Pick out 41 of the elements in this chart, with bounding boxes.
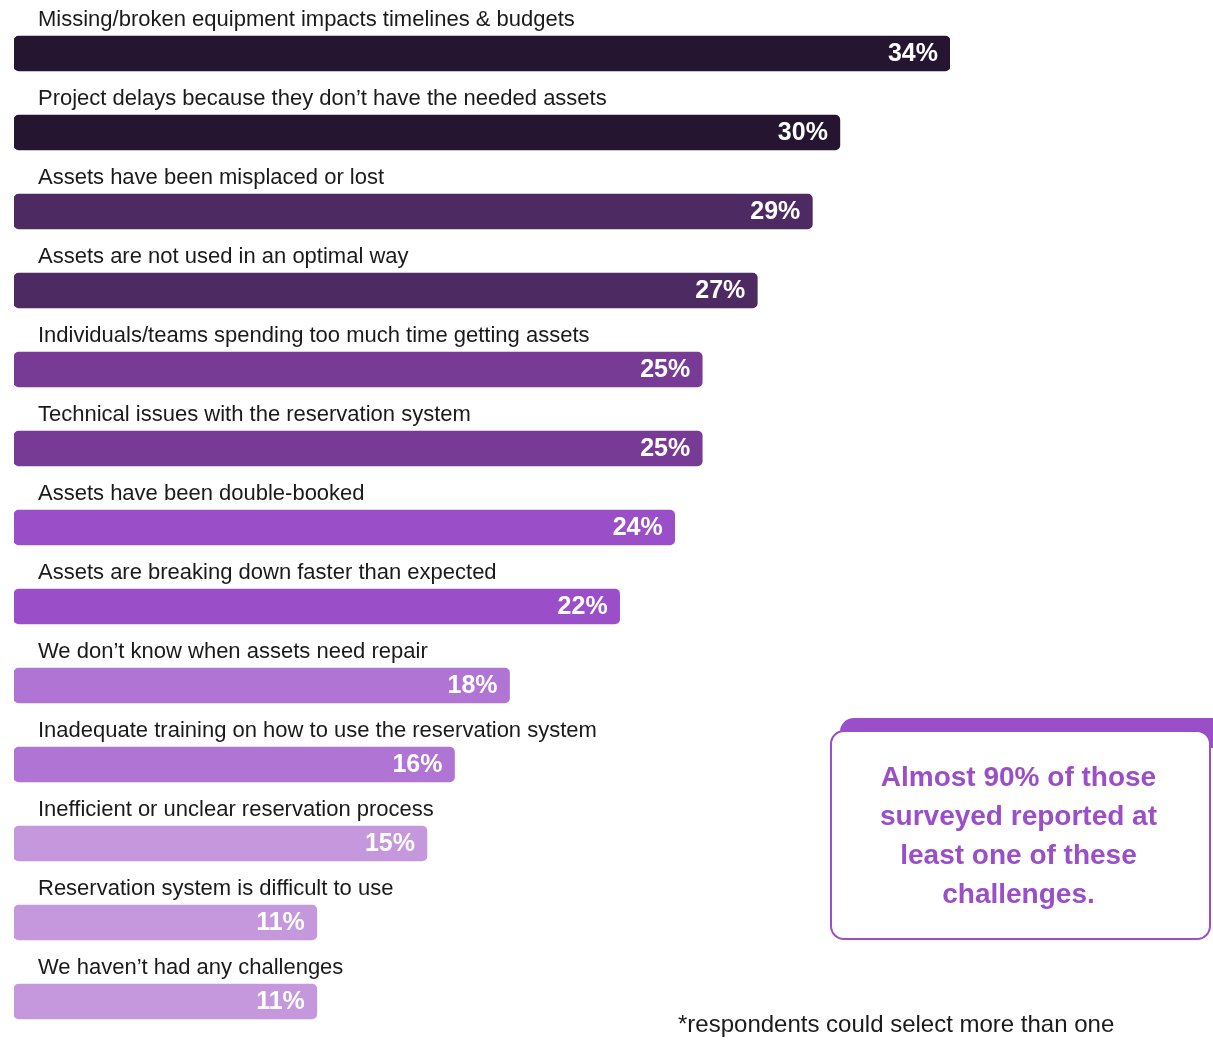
bar xyxy=(14,983,318,1020)
data-label: 22% xyxy=(557,591,608,620)
bar xyxy=(14,272,758,309)
data-label: 18% xyxy=(447,670,498,699)
y-tick-label: We don’t know when assets need repair xyxy=(38,638,428,663)
y-tick-label: We haven’t had any challenges xyxy=(38,954,344,979)
y-tick-label: Reservation system is difficult to use xyxy=(38,875,394,900)
annotation: Almost 90% of those surveyed reported at least one of these challenges. xyxy=(879,760,1158,911)
y-tick-label: Project delays because they don’t have the needed assets xyxy=(38,85,607,110)
y-tick-label: Technical issues with the reservation system xyxy=(38,401,471,426)
data-label: 11% xyxy=(256,907,305,936)
bar xyxy=(14,588,620,625)
bar xyxy=(14,35,950,72)
y-tick-label: Assets are not used in an optimal way xyxy=(38,243,409,268)
y-tick-label: Assets are breaking down faster than expected xyxy=(38,559,497,584)
data-label: 24% xyxy=(612,512,663,541)
bar xyxy=(14,667,510,704)
y-tick-label: Missing/broken equipment impacts timelines & budgets xyxy=(38,6,575,31)
data-label: 29% xyxy=(750,196,801,225)
bar xyxy=(14,351,703,388)
bar xyxy=(14,904,318,941)
bar xyxy=(14,114,841,151)
bar xyxy=(14,746,455,783)
data-label: 30% xyxy=(777,117,828,146)
bar xyxy=(14,193,813,230)
y-tick-label: Assets have been misplaced or lost xyxy=(38,164,385,189)
data-label: 15% xyxy=(364,828,415,857)
data-label: 16% xyxy=(392,749,443,778)
y-tick-label: Inefficient or unclear reservation process xyxy=(38,796,434,821)
y-tick-label: Individuals/teams spending too much time getting assets xyxy=(38,322,590,347)
text: *respondents could select more than one xyxy=(678,1010,1115,1038)
y-tick-label: Inadequate training on how to use the reservation system xyxy=(38,717,597,742)
data-label: 25% xyxy=(640,354,691,383)
y-tick-label: Assets have been double-booked xyxy=(38,480,365,505)
data-label: 25% xyxy=(640,433,691,462)
data-label: 11% xyxy=(256,986,305,1015)
bar xyxy=(14,825,428,862)
bar xyxy=(14,430,703,467)
data-label: 27% xyxy=(695,275,746,304)
data-label: 34% xyxy=(887,38,938,67)
bar xyxy=(14,509,676,546)
